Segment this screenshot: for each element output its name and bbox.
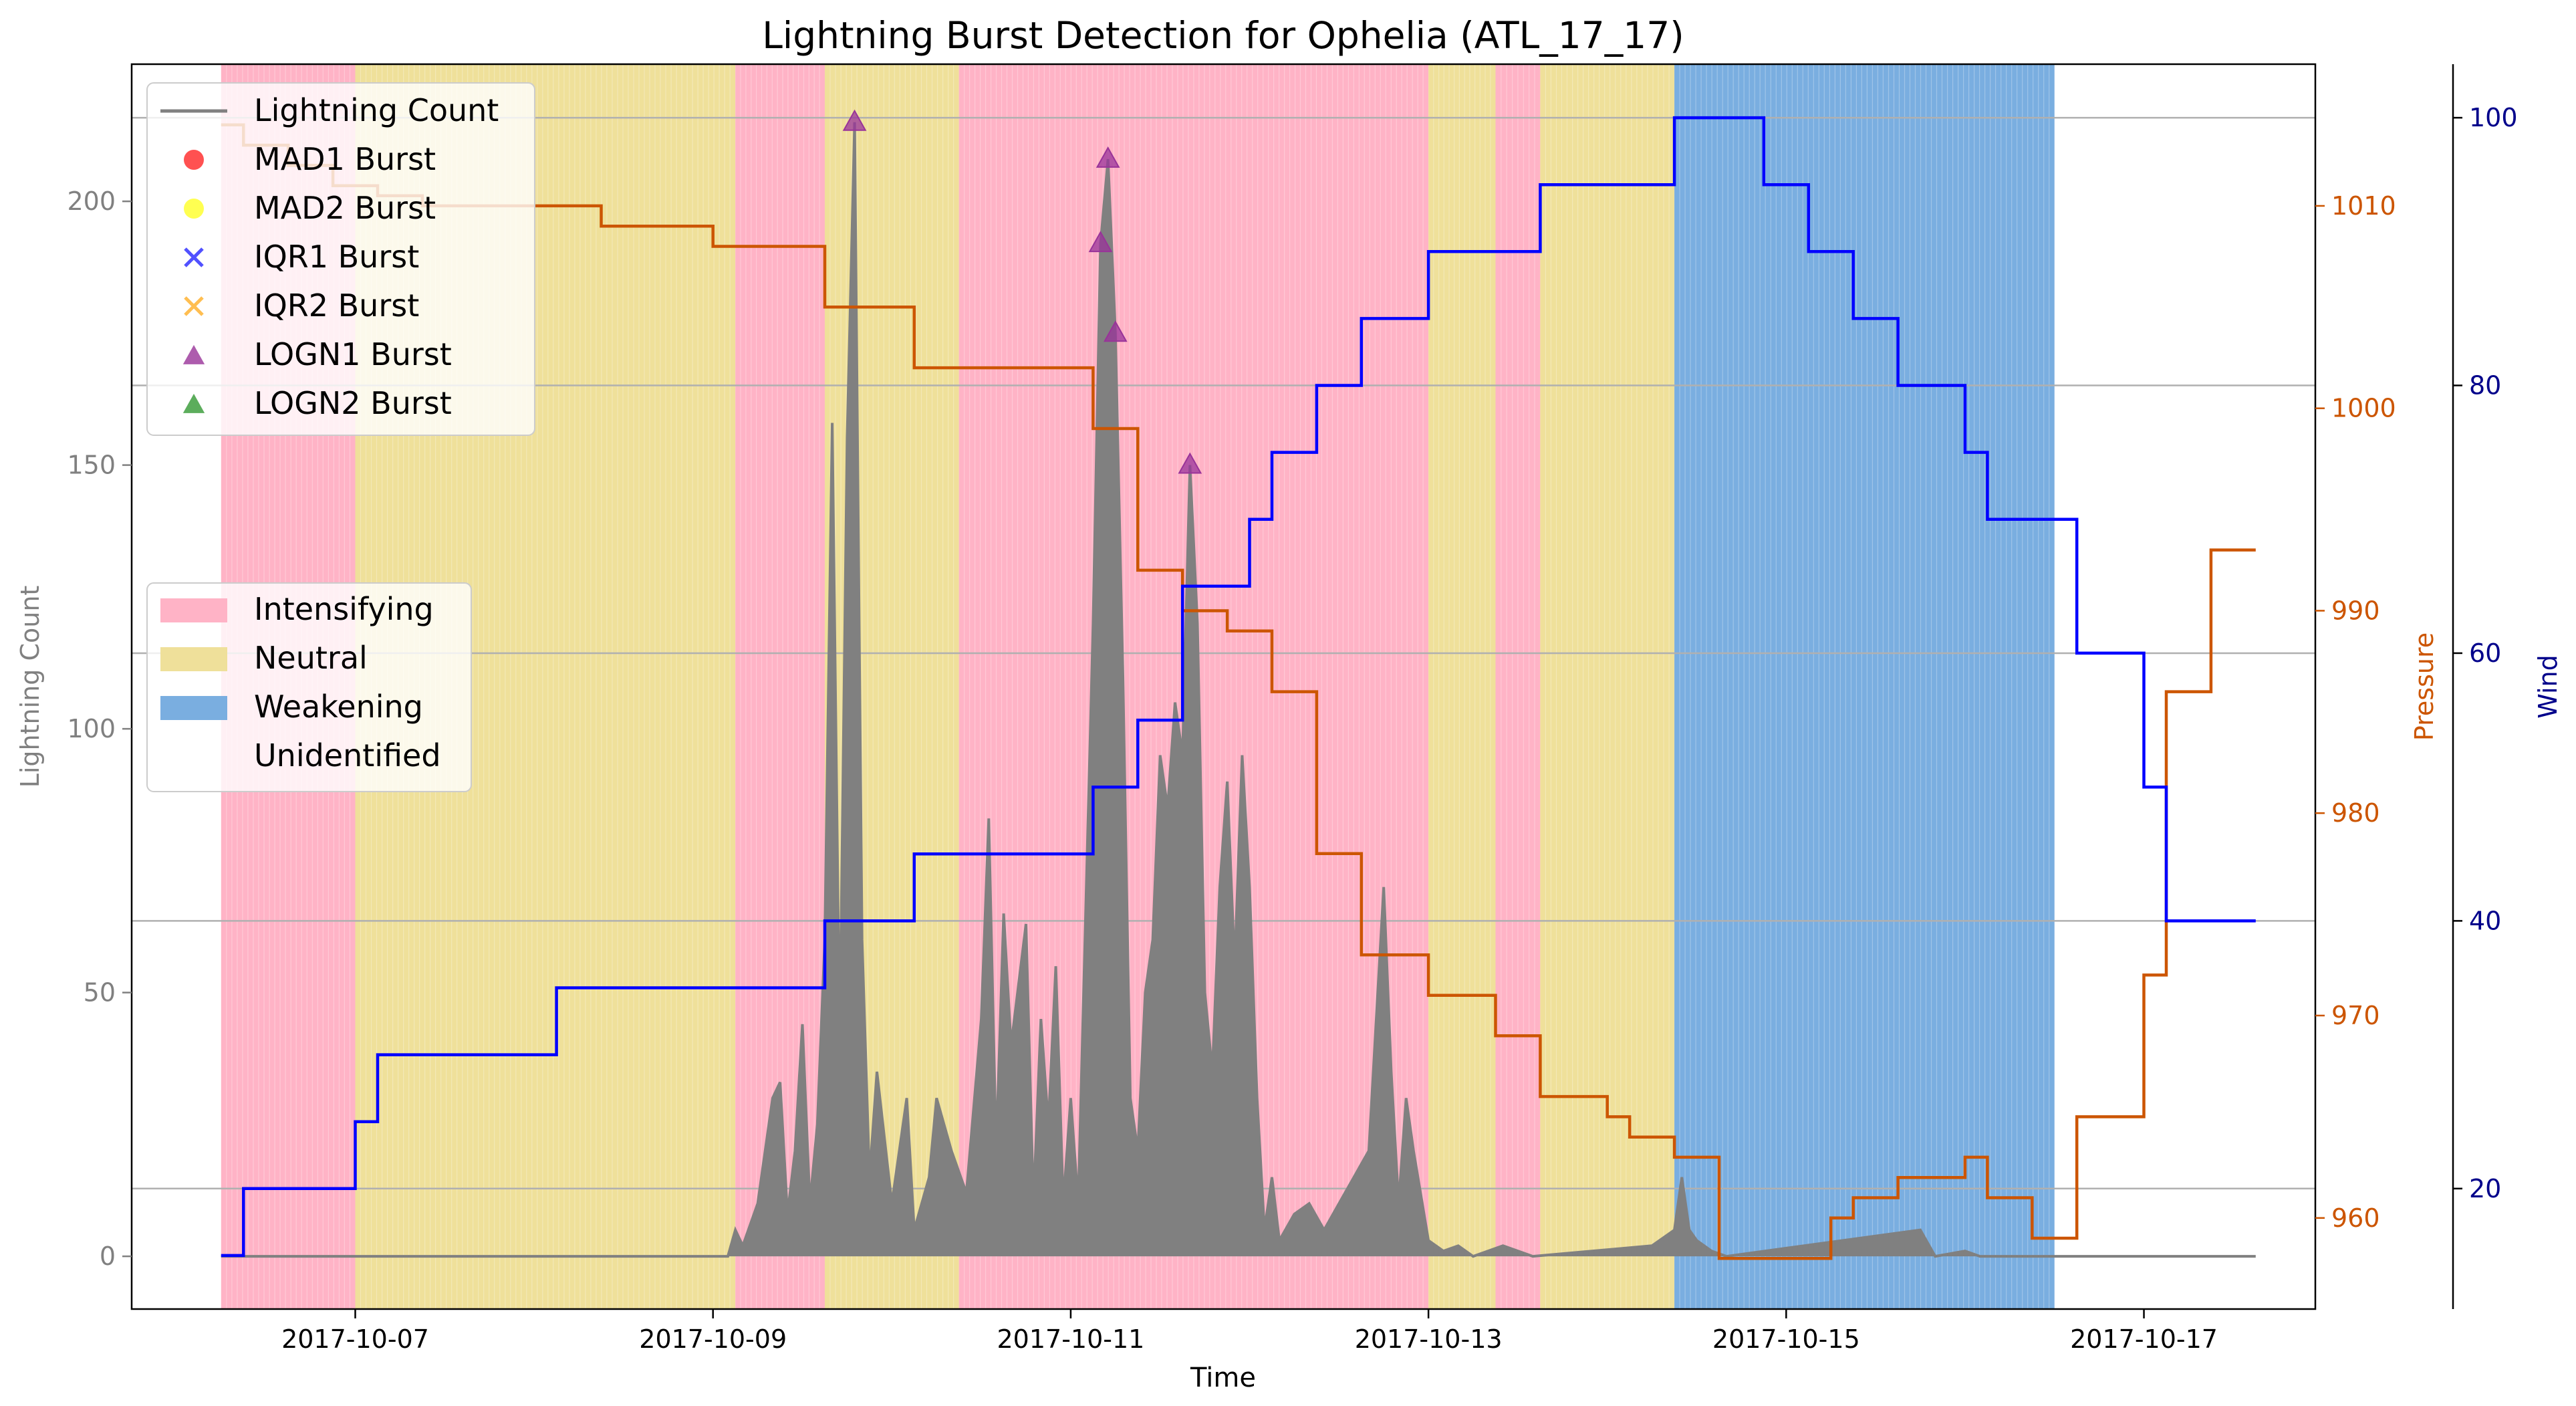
region-stripes [740, 64, 820, 1309]
pressure-line [221, 123, 2256, 1260]
legend-phase-label: Weakening [254, 689, 423, 725]
region-stripes [1679, 64, 2050, 1309]
y-axis-label: Lightning Count [15, 586, 45, 788]
legend-phase-swatch [160, 647, 227, 671]
x-tick-label: 2017-10-13 [1355, 1324, 1503, 1354]
legend-series-label: IQR1 Burst [254, 239, 419, 275]
y-axis-pressure: 960 970 980 990 1000 1010 [2315, 191, 2396, 1233]
x-tick-label: 2017-10-07 [281, 1324, 429, 1354]
region-band [1495, 64, 1541, 1309]
legend-phase-swatch [160, 598, 227, 622]
x-tick-label: 2017-10-11 [997, 1324, 1144, 1354]
y-tick-label: 50 [84, 978, 116, 1008]
logn1-burst-marker [842, 109, 867, 131]
lightning-line [221, 122, 2256, 1258]
lightning-area [221, 122, 2256, 1257]
x-tick-label: 2017-10-17 [2070, 1324, 2218, 1354]
legend-series: Lightning Count MAD1 Burst MAD2 Burst IQR1 … [146, 82, 535, 436]
y2-tick-label: 980 [2331, 798, 2380, 828]
legend-series-box [146, 82, 535, 436]
x-axis-label: Time [1190, 1363, 1256, 1393]
y-axis-lightning: 0 50 100 150 200 [67, 187, 132, 1271]
y-tick-label: 200 [67, 187, 116, 216]
x-axis: 2017-10-07 2017-10-09 2017-10-11 2017-10-13… [281, 1309, 2218, 1354]
region-band [1428, 64, 1496, 1309]
region-stripes [1545, 64, 1670, 1309]
plot-frame [130, 63, 2317, 1310]
region-stripes [1501, 64, 1535, 1309]
y3-tick-label: 40 [2469, 906, 2501, 935]
y2-tick-label: 1010 [2331, 191, 2396, 221]
legend-phase-swatch [160, 696, 227, 720]
legend-iqr1-marker [184, 247, 204, 267]
legend-series-label: LOGN2 Burst [254, 385, 452, 421]
legend-mad1-marker [184, 150, 204, 170]
legend-series-label: Lightning Count [254, 92, 499, 128]
legend-phase-label: Unidentified [254, 737, 441, 774]
burst-markers [842, 109, 1202, 474]
logn1-burst-marker [1178, 452, 1202, 474]
x-tick-label: 2017-10-15 [1712, 1324, 1860, 1354]
legend-phases: Intensifying Neutral Weakening Unidentified [146, 582, 472, 792]
region-band [1540, 64, 1675, 1309]
legend-phases-box [146, 582, 472, 792]
y2-tick-label: 1000 [2331, 394, 2396, 423]
y3-axis-label: Wind [2533, 655, 2563, 719]
legend-iqr2-marker [184, 296, 204, 316]
legend-series-label: MAD1 Burst [254, 141, 436, 177]
y-tick-label: 150 [67, 451, 116, 480]
legend-series-label: LOGN1 Burst [254, 336, 452, 372]
y-axis-wind: 20 40 60 80 100 [2452, 64, 2518, 1309]
y2-axis-label: Pressure [2410, 632, 2439, 741]
legend-logn1-marker [182, 345, 205, 364]
legend-phase-label: Intensifying [254, 591, 434, 627]
chart-title: Lightning Burst Detection for Ophelia (A… [762, 14, 1684, 57]
legend-phase-label: Neutral [254, 640, 368, 676]
legend-series-label: MAD2 Burst [254, 190, 436, 226]
logn1-burst-marker [1096, 146, 1120, 168]
region-band [1674, 64, 2055, 1309]
y2-tick-label: 970 [2331, 1001, 2380, 1030]
legend-series-label: IQR2 Burst [254, 287, 419, 324]
legend-logn2-marker [182, 394, 205, 413]
legend-mad2-marker [184, 199, 204, 219]
wind-line [221, 116, 2256, 1258]
logn1-burst-marker [1103, 320, 1128, 342]
y2-tick-label: 960 [2331, 1203, 2380, 1233]
logn1-burst-marker [1088, 231, 1113, 253]
y3-tick-label: 80 [2469, 371, 2501, 400]
y3-tick-label: 20 [2469, 1174, 2501, 1203]
y3-tick-label: 60 [2469, 638, 2501, 668]
y-tick-label: 100 [67, 714, 116, 743]
y-tick-label: 0 [100, 1242, 116, 1271]
series-layer [221, 116, 2256, 1260]
x-tick-label: 2017-10-09 [639, 1324, 787, 1354]
y2-tick-label: 990 [2331, 596, 2380, 625]
y3-tick-label: 100 [2469, 103, 2518, 132]
region-stripes [1433, 64, 1491, 1309]
